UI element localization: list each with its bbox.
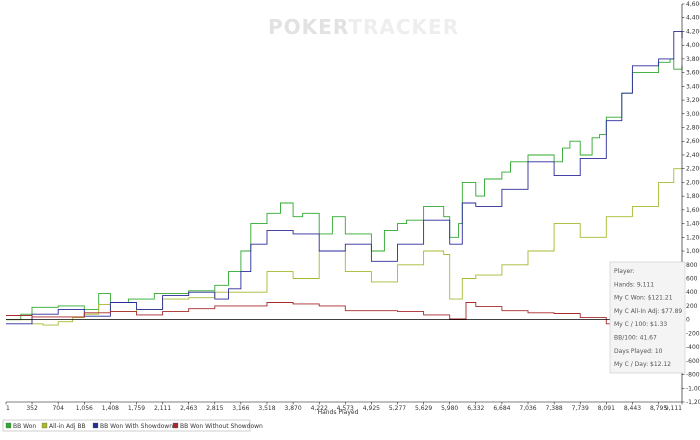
ticks-layer: -1,200 -1,000 -800 -600 -400 -200 0 200 400 600 80… <box>5 1 700 412</box>
info-line: Days Played: 10 <box>614 348 663 355</box>
x-tick-label: 5,277 <box>389 405 406 412</box>
svg-text:POKERTRACKER: POKERTRACKER <box>268 15 459 39</box>
x-tick-label: 8,091 <box>598 405 615 412</box>
watermark-left: POKER <box>268 15 348 39</box>
y-tick-label: 1,400 <box>686 221 700 228</box>
legend-frame <box>2 419 251 432</box>
x-tick-label: 1,056 <box>76 405 93 412</box>
y-tick-label: 2,000 <box>686 179 700 186</box>
y-tick-label: 800 <box>686 262 698 269</box>
y-tick-label: 4,000 <box>686 42 700 49</box>
series-line-bb-won <box>6 58 683 321</box>
info-box-panel <box>609 261 686 374</box>
x-tick-label: 4,925 <box>363 405 380 412</box>
x-tick-label: 3,870 <box>285 405 302 412</box>
x-tick-label: 1,408 <box>102 405 119 412</box>
watermark: POKERTRACKER <box>268 15 459 39</box>
y-tick-label: 2,600 <box>686 138 700 145</box>
info-line: My C Won: $121.21 <box>614 295 673 302</box>
y-tick-label: 1,800 <box>686 193 700 200</box>
x-tick-label: 6,332 <box>467 405 484 412</box>
legend-swatch-bb-won <box>5 422 12 429</box>
x-tick-label: 2,463 <box>180 405 197 412</box>
x-tick-label: 6,684 <box>493 405 510 412</box>
info-line: Player: <box>614 268 635 275</box>
x-tick-label: 7,739 <box>572 405 589 412</box>
y-tick-label: 3,800 <box>686 56 700 63</box>
y-tick-label: -200 <box>686 330 700 337</box>
y-tick-label: 3,600 <box>686 70 700 77</box>
series-line-bb-won-with-showdown <box>6 30 683 325</box>
x-tick-label: 1 <box>6 405 10 412</box>
x-tick-label: 9,111 <box>665 405 682 412</box>
y-tick-label: -400 <box>686 344 700 351</box>
x-tick-label: 4,222 <box>311 405 328 412</box>
y-tick-label: 4,400 <box>686 15 700 22</box>
x-tick-label: 2,815 <box>206 405 223 412</box>
y-tick-label: 400 <box>686 289 698 296</box>
y-tick-label: -600 <box>686 358 700 365</box>
x-tick-label: 3,518 <box>258 405 275 412</box>
y-tick-label: 0 <box>686 317 690 324</box>
y-tick-label: 2,400 <box>686 152 700 159</box>
legend: BB Won All-in Adj BB BB Won With Showdown B… <box>2 419 263 432</box>
legend-label-bb-won-without-showdown: BB Won Without Showdown <box>180 423 263 430</box>
y-tick-label: 1,000 <box>686 248 700 255</box>
y-tick-label: -800 <box>686 372 700 379</box>
info-box: Player: Hands: 9,111 My C Won: $121.21 My C… <box>609 261 686 374</box>
x-tick-label: 5,980 <box>441 405 458 412</box>
legend-swatch-all-in-adj-bb <box>41 422 48 429</box>
x-axis-label: Hands Played <box>318 409 359 416</box>
y-tick-label: 3,200 <box>686 97 700 104</box>
x-tick-label: 3,166 <box>232 405 249 412</box>
x-tick-label: 2,111 <box>154 405 171 412</box>
y-tick-label: 1,600 <box>686 207 700 214</box>
y-tick-label: 4,200 <box>686 28 700 35</box>
y-tick-label: 3,000 <box>686 111 700 118</box>
info-line: BB/100: 41.67 <box>614 335 657 342</box>
legend-label-all-in-adj-bb: All-in Adj BB <box>49 423 86 430</box>
x-tick-label: 5,629 <box>415 405 432 412</box>
info-line: Hands: 9,111 <box>614 281 654 288</box>
info-line: My C / 100: $1.33 <box>614 321 667 328</box>
x-tick-label: 1,759 <box>128 405 145 412</box>
x-tick-label: 8,795 <box>650 405 667 412</box>
y-tick-label: 2,200 <box>686 166 700 173</box>
x-tick-label: 7,036 <box>519 405 536 412</box>
y-tick-label: 1,200 <box>686 234 700 241</box>
x-tick-label: 7,388 <box>546 405 563 412</box>
y-tick-label: -1,000 <box>686 385 700 392</box>
legend-swatch-bb-won-with-showdown <box>92 422 99 429</box>
legend-label-bb-won: BB Won <box>13 423 36 430</box>
legend-swatch-bb-won-without-showdown <box>172 422 179 429</box>
watermark-right: TRACKER <box>348 15 459 39</box>
x-tick-label: 8,443 <box>624 405 641 412</box>
x-tick-label: 352 <box>26 405 38 412</box>
y-tick-label: 2,800 <box>686 125 700 132</box>
y-tick-label: 3,400 <box>686 83 700 90</box>
series-line-all-in-adj-bb <box>6 168 682 326</box>
legend-label-bb-won-with-showdown: BB Won With Showdown <box>100 423 173 430</box>
info-line: My C All-In Adj: $77.89 <box>614 308 682 315</box>
y-tick-label: 4,600 <box>686 1 700 8</box>
x-tick-label: 704 <box>52 405 64 412</box>
x-tick-label: 4,573 <box>337 405 354 412</box>
info-line: My C / Day: $12.12 <box>614 361 671 368</box>
y-tick-label: -1,200 <box>686 399 700 406</box>
y-tick-label: 200 <box>686 303 698 310</box>
y-tick-label: 600 <box>686 275 698 282</box>
